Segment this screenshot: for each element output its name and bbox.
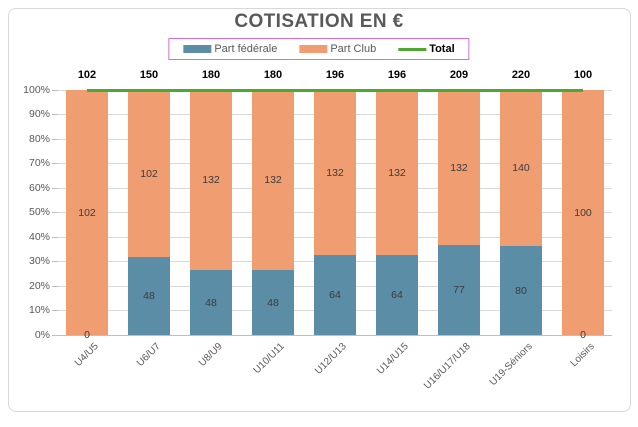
- legend-label-total: Total: [429, 43, 455, 55]
- y-axis-tick: [52, 187, 58, 189]
- part-federale-data-label: 64: [391, 289, 403, 301]
- part-federale-data-label: 80: [515, 284, 527, 297]
- total-data-label: 100: [573, 69, 593, 81]
- bar-segment-part-federale: [252, 270, 294, 335]
- total-data-label: 180: [263, 69, 283, 81]
- bar-segment-part-federale: [500, 246, 542, 335]
- y-axis-tick: [52, 285, 58, 287]
- bar-u10-u11: 132 48: [252, 90, 294, 335]
- bar-segment-part-federale: [376, 255, 418, 335]
- y-axis-label: 0%: [34, 328, 50, 341]
- total-data-label: 209: [449, 69, 469, 81]
- bar-segment-part-federale: [190, 270, 232, 335]
- y-axis-tick: [52, 334, 58, 336]
- bar-segment-part-club: [190, 90, 232, 270]
- y-axis-label: 60%: [28, 181, 50, 194]
- legend-item-total: Total: [398, 43, 455, 55]
- gridline: [58, 334, 612, 336]
- legend-label-part-club: Part Club: [330, 43, 377, 55]
- bar-segment-part-club: [500, 90, 542, 246]
- total-line-swatch-icon: [398, 47, 427, 51]
- total-data-label: 102: [77, 69, 97, 81]
- bar-segment-part-club: [66, 90, 108, 335]
- part-federale-data-label: 48: [205, 296, 217, 309]
- chart-legend[interactable]: Part fédérale Part Club Total: [168, 38, 470, 60]
- part-federale-data-label: 64: [329, 289, 341, 301]
- y-axis-label: 20%: [28, 279, 50, 292]
- part-federale-data-label: 48: [267, 296, 279, 309]
- bar-segment-part-federale: [314, 255, 356, 335]
- y-axis-tick: [52, 114, 58, 115]
- y-axis-tick: [52, 89, 58, 91]
- y-axis-label: 90%: [28, 108, 50, 120]
- bar-segment-part-club: [128, 90, 170, 257]
- bar-u8-u9: 132 48: [190, 90, 232, 335]
- y-axis-tick: [52, 236, 58, 238]
- part-federale-data-label: 0: [84, 329, 90, 341]
- bar-segment-part-club: [376, 90, 418, 255]
- bar-segment-part-federale: [438, 245, 480, 335]
- bar-segment-part-club: [562, 90, 604, 335]
- y-axis-label: 100%: [23, 83, 50, 96]
- part-club-swatch-icon: [299, 45, 328, 53]
- bar-u6-u7: 102 48: [128, 90, 170, 335]
- legend-item-part-club: Part Club: [299, 43, 376, 55]
- part-federale-data-label: 0: [580, 329, 586, 341]
- plot-area[interactable]: 102 0 102 48 132 48 132 48 132 64 132 64 132 77 140 80 1…: [58, 89, 612, 341]
- y-axis-tick: [52, 212, 58, 213]
- y-axis-label: 40%: [28, 230, 50, 243]
- bar-loisirs: 100 0: [562, 90, 604, 341]
- y-axis-label: 80%: [28, 132, 50, 145]
- bar-u19-s-niors: 140 80: [500, 90, 542, 335]
- y-axis-tick: [52, 163, 58, 164]
- total-line: [87, 89, 583, 92]
- bar-segment-part-club: [314, 90, 356, 255]
- bar-u4-u5: 102 0: [66, 90, 108, 341]
- total-data-label: 220: [511, 69, 531, 81]
- y-axis-tick: [52, 310, 58, 311]
- y-axis-tick: [52, 138, 58, 140]
- bar-u14-u15: 132 64: [376, 90, 418, 335]
- part-club-data-label: 132: [450, 161, 468, 174]
- y-axis-tick: [52, 261, 58, 262]
- y-axis-label: 10%: [28, 304, 50, 316]
- part-club-data-label: 140: [512, 162, 530, 174]
- y-axis-label: 30%: [28, 255, 50, 267]
- bar-u16-u17-u18: 132 77: [438, 90, 480, 335]
- bar-segment-part-club: [252, 90, 294, 270]
- bar-segment-part-club: [438, 90, 480, 245]
- total-data-label: 180: [201, 69, 221, 81]
- y-axis-label: 70%: [28, 157, 50, 169]
- bar-u12-u13: 132 64: [314, 90, 356, 335]
- part-federale-data-label: 77: [453, 284, 465, 296]
- bar-segment-part-federale: [128, 257, 170, 335]
- part-club-data-label: 102: [78, 206, 96, 219]
- part-club-data-label: 102: [140, 167, 158, 180]
- legend-item-part-federale: Part fédérale: [183, 43, 277, 55]
- legend-label-part-federale: Part fédérale: [214, 43, 278, 55]
- part-club-data-label: 132: [388, 166, 406, 179]
- total-data-label: 196: [325, 69, 345, 81]
- chart-title: COTISATION EN €: [234, 11, 404, 32]
- part-club-data-label: 132: [202, 174, 220, 186]
- total-data-label: 196: [387, 69, 407, 81]
- y-axis-label: 50%: [28, 206, 50, 218]
- part-club-data-label: 132: [264, 174, 282, 186]
- part-federale-data-label: 48: [143, 290, 155, 302]
- part-club-data-label: 132: [326, 166, 344, 179]
- total-data-label: 150: [139, 69, 159, 81]
- part-club-data-label: 100: [574, 206, 592, 219]
- part-federale-swatch-icon: [183, 45, 212, 53]
